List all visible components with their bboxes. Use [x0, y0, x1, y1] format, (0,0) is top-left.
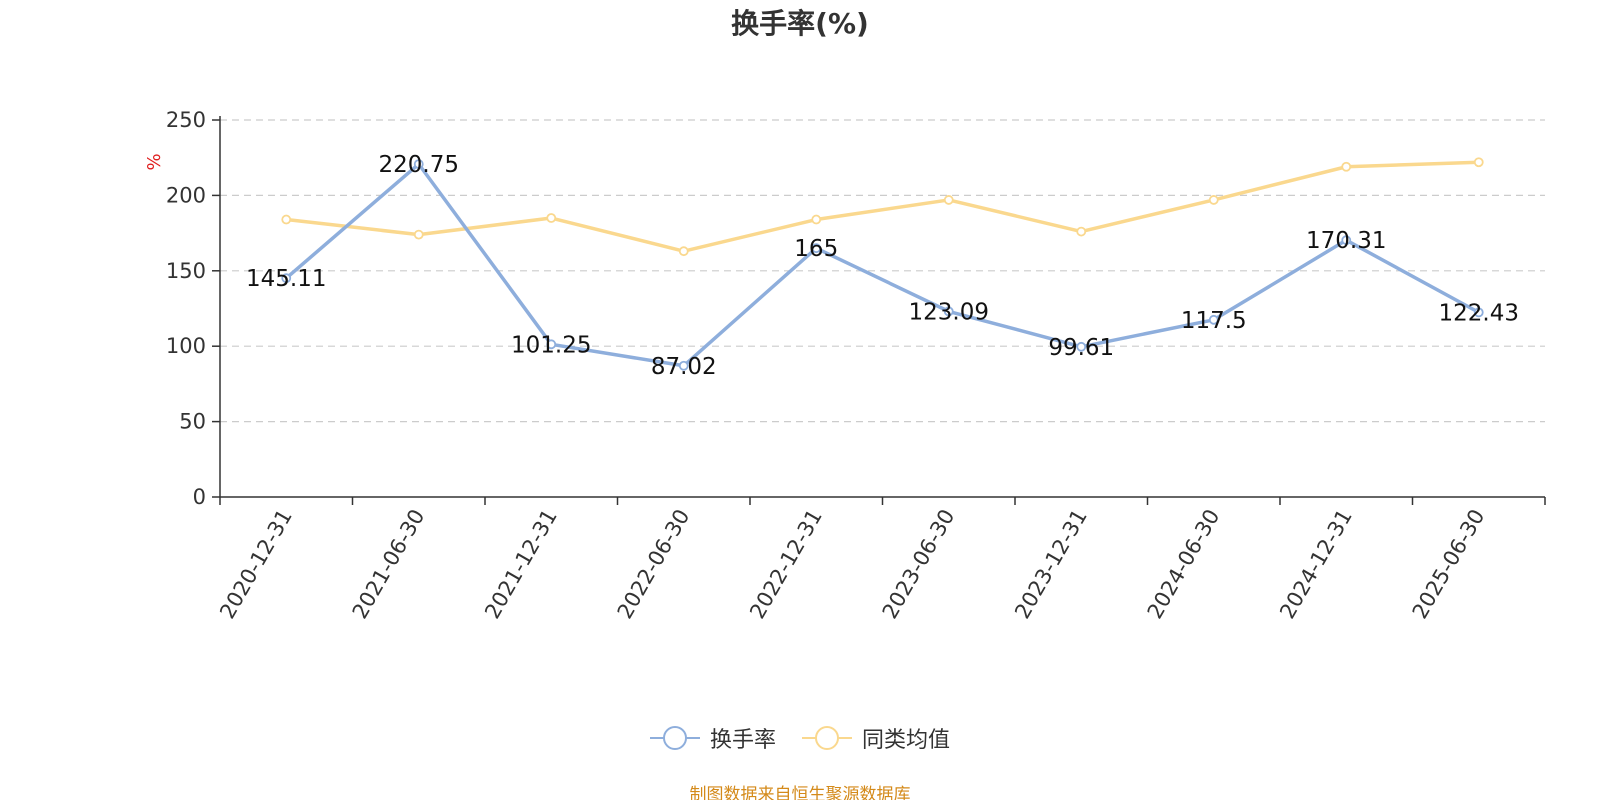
data-point-turnover	[1473, 307, 1484, 318]
series-lines	[281, 157, 1484, 371]
data-point-peer-average	[943, 195, 954, 205]
x-tick-label: 2023-12-31	[1010, 505, 1092, 623]
x-tick-label: 2021-06-30	[348, 505, 430, 623]
legend-marker-peer-average	[802, 724, 852, 752]
data-point-turnover	[811, 243, 822, 254]
data-point-turnover	[943, 306, 954, 317]
legend: 换手率 同类均值	[0, 722, 1600, 754]
data-point-peer-average	[1076, 226, 1087, 237]
x-tick-label: 2022-06-30	[613, 505, 695, 623]
data-point-turnover	[1341, 235, 1352, 246]
series-line-turnover	[284, 162, 1481, 368]
y-tick-label: 50	[179, 410, 206, 434]
data-point-peer-average	[546, 213, 557, 223]
data-point-peer-average	[678, 246, 689, 257]
legend-item-turnover[interactable]: 换手率	[649, 722, 776, 754]
chart-title: 换手率(%)	[731, 7, 869, 40]
y-tick-label: 150	[166, 259, 206, 283]
data-point-peer-average	[413, 229, 424, 240]
x-tick-label: 2021-12-31	[480, 505, 562, 623]
axes: 0 50 100 150 200 250 2020-12-31 2021-06-30 2021-…	[166, 108, 1546, 623]
data-label: 87.02	[651, 354, 717, 380]
data-point-turnover	[281, 273, 292, 284]
legend-marker-turnover	[649, 724, 700, 752]
y-tick-label: 100	[166, 334, 206, 358]
x-tick-label: 2022-12-31	[745, 505, 827, 623]
data-point-turnover	[546, 339, 557, 350]
data-label: 117.5	[1181, 308, 1247, 334]
data-label: 170.31	[1306, 228, 1386, 254]
data-point-peer-average	[281, 214, 292, 225]
y-tick-label: 0	[193, 485, 206, 509]
y-axis-unit: %	[144, 153, 165, 170]
data-point-turnover	[413, 159, 424, 170]
x-tick-label: 2025-06-30	[1408, 505, 1490, 623]
x-tick-label: 2020-12-31	[215, 505, 297, 623]
x-tick-label: 2024-12-31	[1275, 505, 1357, 623]
data-point-peer-average	[1208, 195, 1219, 205]
data-label: 123.09	[909, 299, 989, 325]
data-point-peer-average	[811, 214, 822, 225]
series-line-peer-average	[284, 160, 1481, 253]
data-label: 99.61	[1048, 335, 1114, 361]
data-point-peer-average	[1341, 161, 1352, 172]
data-label: 145.11	[246, 266, 326, 292]
data-label: 165	[794, 236, 838, 262]
data-point-turnover	[1208, 314, 1219, 325]
legend-item-peer-average[interactable]: 同类均值	[802, 722, 950, 754]
x-tick-label: 2024-06-30	[1143, 505, 1225, 623]
data-point-turnover	[678, 360, 689, 371]
data-label: 220.75	[379, 152, 459, 178]
data-label: 101.25	[511, 332, 591, 358]
y-tick-label: 250	[166, 108, 206, 132]
data-label: 122.43	[1439, 300, 1519, 326]
data-source-note: 制图数据来自恒生聚源数据库	[689, 785, 911, 800]
legend-label-peer-average: 同类均值	[862, 728, 951, 753]
data-point-peer-average	[1473, 157, 1484, 168]
x-tick-label: 2023-06-30	[878, 505, 960, 623]
data-labels: 145.11 220.75 101.25 87.02 165 123.09 99.61 117…	[246, 152, 1519, 380]
legend-label-turnover: 换手率	[709, 728, 776, 753]
line-chart: 0 50 100 150 200 250 2020-12-31 2021-06-30 2021-…	[144, 108, 1546, 623]
y-tick-label: 200	[166, 183, 206, 207]
data-point-turnover	[1076, 341, 1087, 352]
